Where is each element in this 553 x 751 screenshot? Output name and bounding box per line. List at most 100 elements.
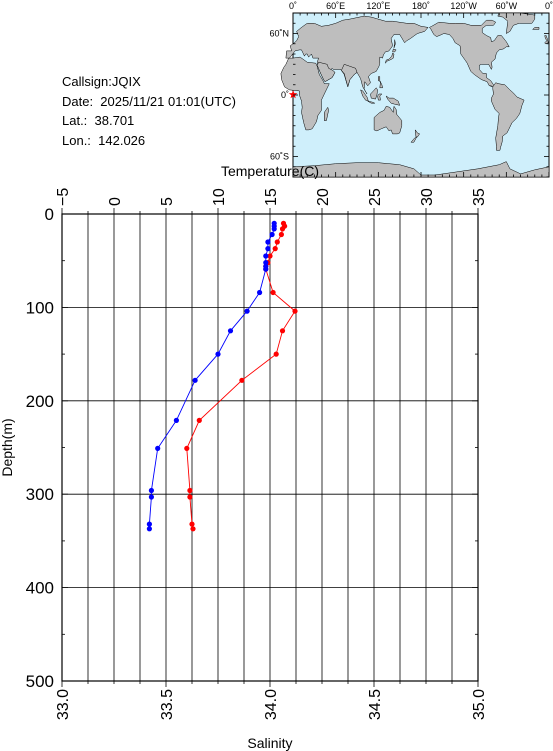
salinity-series xyxy=(146,220,277,532)
depth-tick-label: 300 xyxy=(26,485,54,504)
latitude-text: Lat.: 38.701 xyxy=(62,113,135,128)
antarctica-land xyxy=(292,161,550,178)
salinity-line xyxy=(148,223,275,529)
arabia-land xyxy=(316,61,336,83)
java-land xyxy=(367,100,375,104)
temperature-line xyxy=(186,223,296,529)
temperature-tick-label: 5 xyxy=(159,197,176,206)
temperature-tick-label: −5 xyxy=(55,188,72,206)
temperature-tick-label: 20 xyxy=(315,188,332,206)
japan-honshu-land xyxy=(385,52,395,64)
salinity-point xyxy=(244,308,250,314)
north-america-land xyxy=(429,19,510,88)
salinity-tick-label: 35.0 xyxy=(471,689,488,720)
salinity-point xyxy=(265,246,271,252)
south-america-land xyxy=(491,82,525,151)
temperature-point xyxy=(239,377,245,383)
temperature-point xyxy=(187,487,193,494)
temperature-point xyxy=(292,308,298,314)
temperature-axis-title: Temperature(C) xyxy=(221,163,319,179)
temperature-tick-label: 30 xyxy=(419,188,436,206)
depth-tick-label: 400 xyxy=(26,579,54,598)
salinity-point xyxy=(269,231,275,238)
map-longitude-label: 0˚ xyxy=(289,1,297,11)
salinity-point xyxy=(271,226,277,232)
depth-tick-label: 100 xyxy=(26,298,54,317)
new-guinea-land xyxy=(385,95,401,106)
india-land xyxy=(341,63,358,88)
temperature-point xyxy=(272,246,278,252)
salinity-point xyxy=(215,351,221,357)
temperature-tick-label: 10 xyxy=(211,188,228,206)
salinity-tick-label: 34.0 xyxy=(263,689,280,720)
hokkaido-land xyxy=(392,48,397,53)
salinity-point xyxy=(263,260,269,266)
salinity-point xyxy=(257,289,263,296)
borneo-land xyxy=(370,87,378,100)
temperature-point xyxy=(279,328,286,334)
temperature-point xyxy=(274,239,280,245)
temperature-point xyxy=(270,289,276,296)
africa-land xyxy=(280,56,330,131)
madagascar-land xyxy=(324,106,329,121)
salinity-point xyxy=(148,494,154,500)
temperature-point xyxy=(278,231,284,238)
new-zealand-land xyxy=(415,129,420,138)
map-longitude-label: 120˚E xyxy=(366,1,390,11)
map-longitude-label: 0˚ xyxy=(545,1,553,11)
salinity-point xyxy=(265,239,271,245)
temperature-tick-label: 35 xyxy=(471,188,488,206)
map-latitude-label: 60˚S xyxy=(270,152,289,162)
temperature-series xyxy=(184,220,298,532)
salinity-point xyxy=(148,487,154,494)
salinity-point xyxy=(155,445,161,451)
temperature-point xyxy=(187,494,193,500)
sakhalin-land xyxy=(393,39,396,48)
sulawesi-land xyxy=(377,93,383,101)
salinity-tick-label: 33.5 xyxy=(159,689,176,720)
temperature-tick-label: 25 xyxy=(367,188,384,206)
map-longitude-label: 180˚ xyxy=(412,1,430,11)
iceland-land xyxy=(531,27,540,30)
depth-axis-title: Depth(m) xyxy=(0,418,15,476)
world-map: 0˚ 60˚E 120˚E 180˚ 120˚W 60˚W 0˚ 60˚N 0˚ 60˚S xyxy=(269,1,553,178)
salinity-point xyxy=(227,328,234,334)
map-landmasses xyxy=(280,12,550,178)
depth-tick-label: 0 xyxy=(45,205,54,224)
salinity-point xyxy=(263,266,269,272)
callsign-text: Callsign:JQIX xyxy=(62,74,141,89)
temperature-point xyxy=(273,351,279,357)
new-zealand-south-land xyxy=(410,136,418,143)
temperature-point xyxy=(267,253,273,259)
date-text: Date: 2025/11/21 01:01(UTC) xyxy=(62,93,236,109)
map-longitude-label: 60˚E xyxy=(326,1,345,11)
salinity-axis-title: Salinity xyxy=(247,735,292,751)
depth-ticks xyxy=(61,208,479,687)
salinity-tick-label: 34.5 xyxy=(367,689,384,720)
longitude-text: Lon.: 142.026 xyxy=(62,132,146,148)
australia-land xyxy=(373,105,403,135)
temperature-tick-label: 15 xyxy=(263,188,280,206)
temperature-point xyxy=(279,226,286,232)
salinity-point xyxy=(173,417,179,423)
temperature-point xyxy=(190,526,196,532)
depth-tick-label: 200 xyxy=(26,392,54,411)
map-longitude-label: 120˚W xyxy=(450,1,477,11)
philippines-land xyxy=(378,76,383,89)
temperature-tick-label: 0 xyxy=(107,197,124,206)
salinity-point xyxy=(192,377,198,383)
map-latitude-label: 60˚N xyxy=(269,29,289,39)
britain-land xyxy=(544,35,549,45)
salinity-point xyxy=(146,526,152,532)
map-ticks xyxy=(292,12,550,178)
temperature-point xyxy=(189,521,195,527)
salinity-tick-label: 33.0 xyxy=(55,689,72,720)
depth-tick-label: 500 xyxy=(26,672,54,691)
map-longitude-label: 60˚W xyxy=(496,1,518,11)
salinity-point xyxy=(146,521,152,527)
map-latitude-label: 0˚ xyxy=(281,90,289,100)
station-marker-icon xyxy=(288,90,298,99)
temperature-point xyxy=(184,445,190,451)
